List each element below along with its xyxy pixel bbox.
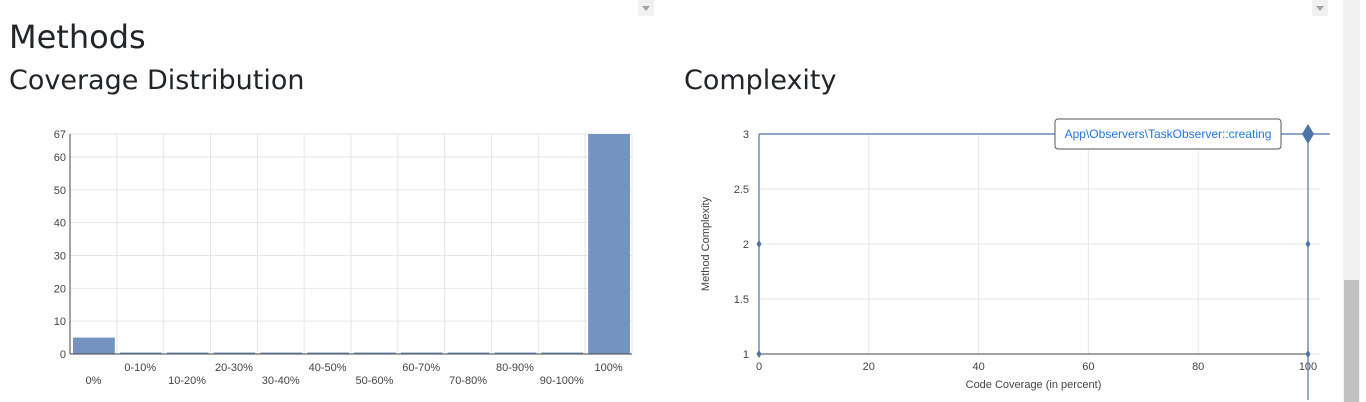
- bar-10-20%: [166, 352, 209, 354]
- bar-y-tick-label: 20: [54, 283, 66, 295]
- sc-x-tick-label: 20: [863, 361, 875, 373]
- bar-40-50%: [307, 352, 349, 354]
- bar-x-tick-label: 60-70%: [402, 362, 440, 374]
- bar-y-tick-label: 60: [54, 152, 66, 164]
- bar-80-90%: [494, 352, 537, 354]
- bar-x-tick-label: 50-60%: [355, 375, 393, 387]
- sc-y-tick-label: 1: [743, 349, 749, 361]
- bar-x-tick-label: 20-30%: [215, 362, 253, 374]
- bar-x-tick-label: 30-40%: [262, 375, 300, 387]
- bar-x-tick-label: 100%: [595, 362, 623, 374]
- bar-y-tick-label: 0: [60, 349, 66, 361]
- coverage-distribution-chart: 0 10 20 30 40 50 60 67 0% 0-10% 10-20% 20-30% 30-40%…: [54, 129, 633, 387]
- complexity-title: Complexity: [684, 65, 837, 96]
- bar-70-80%: [447, 352, 490, 354]
- sc-y-tick-label: 2: [743, 239, 749, 251]
- page-scrollbar[interactable]: [1343, 0, 1360, 402]
- sc-x-tick-label: 80: [1192, 361, 1204, 373]
- page-title: Methods: [9, 18, 146, 56]
- sc-tooltip-box: [1054, 118, 1282, 150]
- bar-y-tick-label: 30: [54, 250, 66, 262]
- bar-60-70%: [400, 352, 443, 354]
- bar-y-tick-label: 67: [54, 129, 66, 141]
- sc-y-axis-title: Method Complexity: [700, 196, 712, 291]
- sc-x-tick-label: 60: [1082, 361, 1094, 373]
- bar-x-tick-label: 80-90%: [496, 362, 534, 374]
- sc-x-tick-label: 40: [972, 361, 984, 373]
- bar-50-60%: [354, 352, 396, 354]
- bar-x-tick-label: 40-50%: [309, 362, 347, 374]
- bar-x-tick-label: 0-10%: [124, 362, 156, 374]
- bar-x-tick-label: 10-20%: [168, 375, 206, 387]
- bar-20-30%: [213, 352, 256, 354]
- page-scrollbar-thumb[interactable]: [1344, 280, 1359, 402]
- bar-x-tick-label: 0%: [85, 375, 101, 387]
- bar-100%: [588, 134, 630, 354]
- bar-30-40%: [260, 352, 303, 354]
- bar-y-tick-label: 50: [54, 185, 66, 197]
- sc-tooltip-text: App\Observers\TaskObserver::creating: [1065, 127, 1272, 141]
- bar-0-10%: [119, 352, 162, 354]
- bar-0%: [73, 337, 115, 354]
- bar-x-tick-label: 70-80%: [449, 375, 487, 387]
- coverage-distribution-title: Coverage Distribution: [9, 65, 305, 96]
- sc-y-tick-label: 1.5: [734, 294, 749, 306]
- sc-y-tick-label: 3: [743, 129, 749, 141]
- bar-x-tick-label: 90-100%: [540, 375, 584, 387]
- complexity-panel-scroll-arrow[interactable]: [1312, 0, 1328, 16]
- bar-y-tick-label: 10: [54, 316, 66, 328]
- sc-y-tick-label: 2.5: [734, 184, 749, 196]
- sc-x-tick-label: 0: [756, 361, 762, 373]
- bar-90-100%: [541, 352, 584, 354]
- sc-x-axis-title: Code Coverage (in percent): [966, 379, 1102, 391]
- coverage-panel-scroll-arrow[interactable]: [638, 0, 654, 16]
- bar-y-tick-label: 40: [54, 218, 66, 230]
